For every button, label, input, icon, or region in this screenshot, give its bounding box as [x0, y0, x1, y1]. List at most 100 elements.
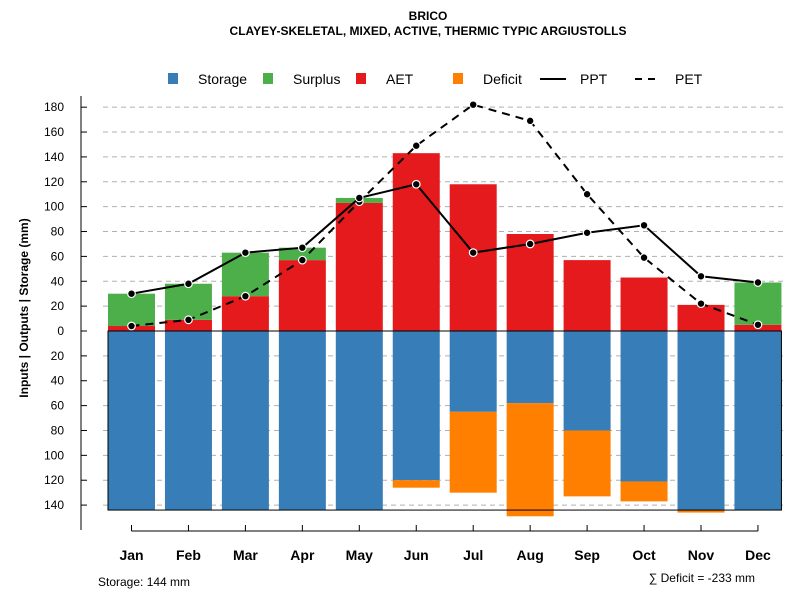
- y-axis-label: Inputs | Outputs | Storage (mm): [17, 218, 31, 397]
- y-tick-label: 180: [44, 100, 64, 114]
- pet-point: [468, 100, 478, 110]
- deficit-bar: [620, 481, 668, 502]
- x-tick-label: Jan: [119, 547, 143, 563]
- storage-footnote: Storage: 144 mm: [98, 575, 190, 589]
- x-tick-label: Feb: [176, 547, 201, 563]
- storage-bar: [506, 331, 554, 404]
- aet-bar: [278, 260, 326, 331]
- x-tick-label: Oct: [632, 547, 656, 563]
- y-tick-label: 140: [44, 150, 64, 164]
- axes: 180 160 140 120 100 80 60 40 20 0 20 40 60 80 100 120 14…: [44, 96, 771, 563]
- deficit-bar: [677, 510, 725, 513]
- x-tick-label: Apr: [290, 547, 315, 563]
- ppt-line: [131, 183, 759, 295]
- y-tick-label: 100: [44, 200, 64, 214]
- chart-subtitle: CLAYEY-SKELETAL, MIXED, ACTIVE, THERMIC …: [230, 24, 627, 38]
- x-tick-label: Jun: [404, 547, 429, 563]
- aet-bar: [392, 153, 440, 331]
- pet-point: [240, 291, 250, 301]
- storage-bar: [620, 331, 668, 482]
- y-tick-label: 80: [51, 423, 65, 437]
- aet-bar: [335, 202, 383, 331]
- legend-label: PET: [675, 71, 703, 87]
- pet-point: [411, 141, 421, 151]
- pet-line: [131, 103, 759, 328]
- storage-bar: [734, 331, 782, 511]
- aet-bar: [506, 234, 554, 331]
- pet-point: [525, 116, 535, 126]
- surplus-bar: [221, 252, 269, 297]
- ppt-point: [468, 248, 478, 258]
- storage-bar: [108, 331, 155, 511]
- y-tick-label: 60: [51, 399, 65, 413]
- pet-point: [582, 189, 592, 199]
- storage-bar: [563, 331, 611, 431]
- y-tick-label: 20: [51, 299, 65, 313]
- aet-bar: [563, 260, 611, 331]
- pet-point: [639, 253, 649, 263]
- ppt-point: [354, 193, 364, 203]
- pet-point: [696, 299, 706, 309]
- aet-bar: [449, 184, 497, 331]
- deficit-bar: [506, 403, 554, 517]
- legend-label: AET: [386, 71, 414, 87]
- ppt-point: [639, 220, 649, 230]
- storage-bar: [677, 331, 725, 511]
- deficit-bar: [392, 480, 440, 488]
- y-tick-label: 80: [51, 225, 65, 239]
- surplus-bar: [734, 282, 782, 325]
- gridlines: [103, 106, 784, 506]
- y-tick-label: 40: [51, 274, 65, 288]
- ppt-point: [240, 248, 250, 258]
- legend: Storage Surplus AET Deficit PPT PET: [168, 71, 703, 87]
- storage-bar: [335, 331, 383, 511]
- pet-point: [753, 320, 763, 330]
- aet-bar: [221, 296, 269, 331]
- legend-label: Deficit: [483, 71, 522, 87]
- y-tick-label: 60: [51, 249, 65, 263]
- surplus-bar: [164, 283, 212, 320]
- x-tick-label: Nov: [688, 547, 715, 563]
- legend-label: Storage: [198, 71, 247, 87]
- storage-bar: [164, 331, 212, 511]
- storage-bar: [221, 331, 269, 511]
- y-tick-label: 140: [44, 498, 64, 512]
- x-tick-label: Aug: [517, 547, 544, 563]
- ppt-point: [411, 179, 421, 189]
- ppt-point: [753, 278, 763, 287]
- x-tick-label: Mar: [233, 547, 258, 563]
- ppt-point: [525, 239, 535, 249]
- pet-point: [184, 315, 193, 325]
- deficit-bar: [449, 411, 497, 493]
- pet-point: [297, 255, 307, 265]
- ppt-point: [582, 228, 592, 238]
- y-tick-label: 40: [51, 374, 65, 388]
- aet-bar: [164, 319, 212, 331]
- y-tick-label: 0: [57, 324, 64, 338]
- aet-bar: [620, 277, 668, 331]
- deficit-footnote: ∑ Deficit = -233 mm: [649, 571, 755, 585]
- x-tick-label: Jul: [463, 547, 483, 563]
- y-tick-label: 120: [44, 473, 64, 487]
- surplus-bar: [278, 247, 326, 261]
- ppt-point: [184, 279, 193, 289]
- storage-bar: [449, 331, 497, 412]
- x-tick-label: Dec: [745, 547, 771, 563]
- bar-series: [107, 153, 782, 517]
- line-series: [127, 100, 763, 331]
- y-tick-label: 120: [44, 175, 64, 189]
- deficit-bar: [563, 430, 611, 497]
- x-tick-label: Sep: [574, 547, 600, 563]
- y-tick-label: 160: [44, 125, 64, 139]
- pet-point: [127, 321, 136, 331]
- legend-swatch: [453, 73, 463, 84]
- ppt-point: [127, 289, 136, 299]
- legend-label: PPT: [580, 71, 608, 87]
- surplus-bar: [108, 293, 155, 327]
- x-tick-label: May: [346, 547, 373, 563]
- chart-title: BRICO: [409, 9, 448, 23]
- ppt-point: [696, 271, 706, 281]
- legend-swatch: [263, 73, 273, 84]
- legend-label: Surplus: [293, 71, 340, 87]
